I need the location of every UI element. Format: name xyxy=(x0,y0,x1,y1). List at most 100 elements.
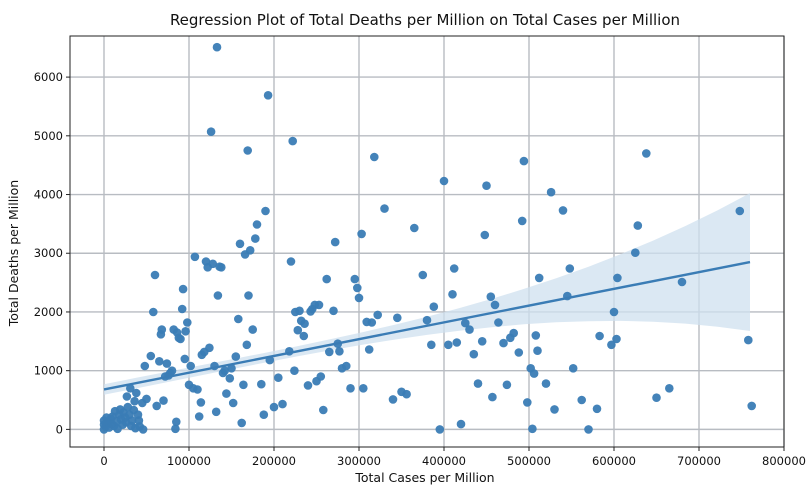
data-point xyxy=(172,417,181,427)
x-tick-label: 100000 xyxy=(167,454,211,468)
data-point xyxy=(509,328,518,338)
data-point xyxy=(519,156,529,166)
data-point xyxy=(330,237,340,247)
data-point xyxy=(577,395,586,405)
data-point xyxy=(186,361,195,371)
data-point xyxy=(319,405,328,415)
data-point xyxy=(449,264,459,273)
data-point xyxy=(132,388,141,398)
data-point xyxy=(541,379,551,388)
data-point xyxy=(353,283,362,293)
data-point xyxy=(490,300,500,310)
y-tick-label: 0 xyxy=(56,422,63,436)
regression-line xyxy=(103,260,751,391)
data-point xyxy=(393,313,402,323)
data-point xyxy=(274,373,283,383)
data-point xyxy=(546,187,556,197)
data-point xyxy=(146,351,156,361)
data-point xyxy=(243,146,252,155)
data-point xyxy=(350,274,360,284)
data-point xyxy=(465,325,474,334)
data-point xyxy=(316,372,326,381)
data-point xyxy=(130,396,139,406)
data-point xyxy=(550,405,559,414)
data-point xyxy=(231,352,241,361)
y-tick-label: 6000 xyxy=(34,70,63,84)
data-point xyxy=(568,364,578,373)
data-point xyxy=(176,334,185,344)
data-point xyxy=(473,379,483,388)
data-point xyxy=(157,325,167,334)
data-point xyxy=(314,300,324,310)
data-point xyxy=(528,424,537,434)
data-point xyxy=(155,357,164,366)
data-point xyxy=(245,246,255,255)
data-point xyxy=(325,347,334,357)
data-point xyxy=(652,393,661,403)
data-point xyxy=(140,361,150,371)
data-point xyxy=(181,327,190,336)
data-point xyxy=(211,407,221,417)
data-point xyxy=(251,234,260,243)
x-tick-label: 400000 xyxy=(422,454,466,468)
data-point xyxy=(422,315,432,325)
data-point xyxy=(127,416,137,425)
data-point xyxy=(367,318,377,327)
data-point xyxy=(300,319,309,329)
data-point xyxy=(126,384,135,393)
data-point xyxy=(269,402,279,412)
data-point xyxy=(735,206,745,216)
data-point xyxy=(342,361,351,371)
data-point xyxy=(523,398,532,407)
data-point xyxy=(295,306,304,316)
data-point xyxy=(469,349,479,359)
data-point xyxy=(665,384,674,393)
data-point xyxy=(278,399,287,409)
data-point xyxy=(388,395,398,404)
y-tick-label: 3000 xyxy=(34,246,63,260)
data-point xyxy=(244,291,253,300)
confidence-band xyxy=(104,193,750,395)
y-tick-label: 1000 xyxy=(34,364,63,378)
data-point xyxy=(592,404,602,414)
data-point xyxy=(228,398,238,408)
data-point xyxy=(293,325,303,335)
data-point xyxy=(322,274,332,284)
data-point xyxy=(456,419,466,429)
data-point xyxy=(410,223,419,233)
data-point xyxy=(335,347,344,356)
scatter-points xyxy=(99,42,756,434)
data-point xyxy=(194,412,204,421)
data-point xyxy=(237,418,246,428)
y-axis-ticks: 0 1000 2000 3000 4000 5000 6000 xyxy=(34,70,70,436)
y-tick-label: 5000 xyxy=(34,129,63,143)
chart-title: Regression Plot of Total Deaths per Mill… xyxy=(170,11,680,29)
data-point xyxy=(613,273,622,283)
data-point xyxy=(177,304,187,314)
data-point xyxy=(514,348,524,357)
data-point xyxy=(329,306,338,316)
data-point xyxy=(448,290,457,299)
y-tick-label: 2000 xyxy=(34,305,63,319)
data-point xyxy=(534,273,544,283)
data-point xyxy=(364,345,374,354)
y-tick-label: 4000 xyxy=(34,188,63,202)
data-point xyxy=(494,318,503,327)
data-point xyxy=(149,307,158,317)
x-tick-label: 300000 xyxy=(337,454,381,468)
data-point xyxy=(607,340,616,350)
data-point xyxy=(744,335,753,345)
data-point xyxy=(565,264,575,273)
data-point xyxy=(180,354,190,364)
data-point xyxy=(299,331,309,341)
data-point xyxy=(234,314,243,324)
data-point xyxy=(558,206,568,215)
data-point xyxy=(162,359,172,368)
data-point xyxy=(239,380,248,390)
data-point xyxy=(235,239,245,249)
data-point xyxy=(222,389,231,398)
data-point xyxy=(359,384,368,393)
data-point xyxy=(633,221,643,230)
data-point xyxy=(213,291,223,300)
